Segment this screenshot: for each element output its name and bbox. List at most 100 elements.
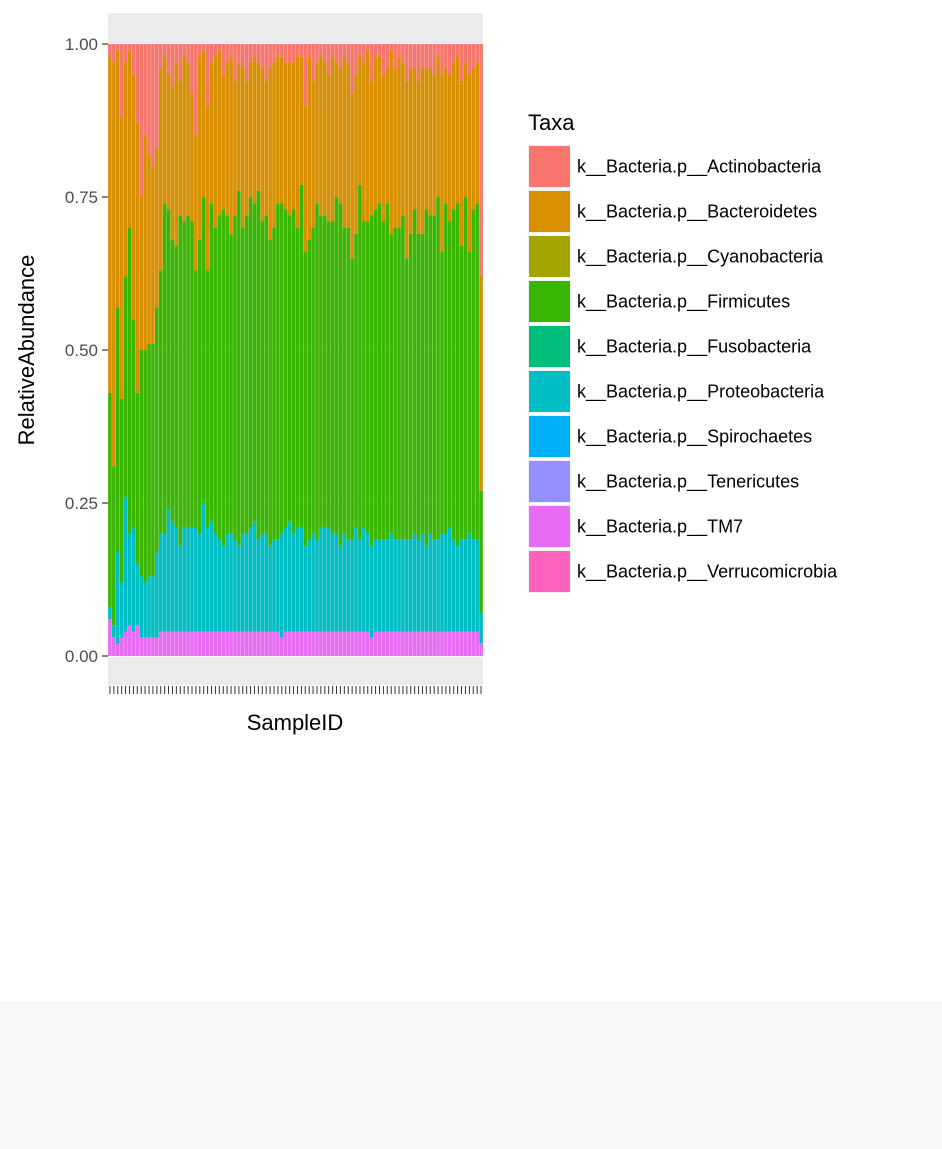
- bar-segment: [408, 539, 413, 632]
- bar-segment: [354, 44, 358, 75]
- bar-segment: [323, 44, 327, 63]
- bar-segment: [471, 68, 476, 210]
- bar-segment: [389, 631, 393, 656]
- bar-segment: [459, 245, 464, 540]
- bar-segment: [303, 545, 308, 632]
- bar-segment: [272, 44, 276, 63]
- bar-segment: [323, 527, 327, 632]
- bar-segment: [119, 44, 124, 118]
- bar-segment: [436, 539, 440, 632]
- bar-segment: [291, 209, 296, 534]
- bar-segment: [401, 215, 405, 540]
- bar-segment: [338, 44, 343, 69]
- bar-segment: [229, 533, 233, 632]
- bar-segment: [436, 197, 440, 540]
- bar-segment: [389, 233, 393, 534]
- bar-segment: [221, 545, 226, 632]
- bar-segment: [455, 56, 460, 204]
- bar-segment: [416, 44, 421, 81]
- bar-segment: [311, 44, 315, 81]
- bar-segment: [401, 44, 405, 63]
- bar-segment: [358, 56, 362, 185]
- bar-segment: [225, 62, 229, 216]
- bar-segment: [424, 68, 429, 210]
- bar-segment: [295, 527, 300, 632]
- bar-segment: [256, 539, 261, 632]
- bar-segment: [330, 631, 335, 656]
- bar-segment: [416, 233, 421, 540]
- bar-segment: [151, 637, 155, 656]
- bar-segment: [475, 631, 479, 656]
- bar-segment: [182, 44, 186, 57]
- bar-segment: [248, 527, 253, 632]
- bar-segment: [108, 619, 112, 656]
- bar-segment: [377, 56, 382, 204]
- bar-segment: [256, 190, 261, 540]
- bar-segment: [155, 307, 159, 552]
- bar-segment: [268, 631, 272, 656]
- bar-segment: [283, 62, 288, 210]
- bar-segment: [272, 539, 276, 632]
- bar-segment: [358, 631, 362, 656]
- bar-segment: [389, 44, 393, 51]
- bar-segment: [139, 350, 143, 577]
- bar-segment: [209, 62, 214, 204]
- bar-segment: [112, 62, 116, 467]
- bar-segment: [166, 631, 171, 656]
- bar-segment: [229, 44, 233, 57]
- bar-segment: [451, 631, 456, 656]
- bar-segment: [326, 527, 331, 632]
- bar-segment: [112, 466, 116, 626]
- bar-segment: [166, 209, 171, 510]
- bar-segment: [123, 44, 128, 63]
- bar-segment: [319, 527, 323, 632]
- bar-segment: [151, 343, 155, 577]
- bar-segment: [276, 631, 280, 656]
- bar-segment: [365, 533, 370, 632]
- bar-segment: [186, 631, 190, 656]
- bar-segment: [221, 631, 226, 656]
- y-tick-label: 1.00: [65, 35, 98, 54]
- bar-segment: [338, 68, 343, 204]
- bar-segment: [424, 545, 429, 632]
- bar-segment: [338, 631, 343, 656]
- bar-segment: [268, 44, 272, 69]
- bar-segment: [151, 44, 155, 167]
- bar-segment: [178, 215, 183, 546]
- bar-segment: [455, 44, 460, 57]
- bar-segment: [151, 576, 155, 638]
- bar-segment: [393, 44, 397, 69]
- bar-segment: [471, 44, 476, 69]
- bar-segment: [471, 209, 476, 540]
- bar-segment: [385, 44, 390, 69]
- bar-segment: [205, 527, 210, 632]
- bar-segment: [276, 203, 280, 540]
- bar-segment: [311, 631, 315, 656]
- bar-segment: [108, 607, 112, 620]
- bar-segment: [416, 539, 421, 632]
- bar-segment: [311, 80, 315, 228]
- bar-segment: [170, 86, 175, 240]
- bar-segment: [155, 551, 159, 638]
- bar-segment: [369, 44, 374, 81]
- bar-segment: [131, 74, 136, 320]
- bar-segment: [330, 44, 335, 57]
- bar-segment: [369, 80, 374, 216]
- bar-segment: [373, 44, 378, 57]
- bar-segment: [135, 625, 140, 656]
- bar-segment: [369, 215, 374, 546]
- bar-segment: [377, 203, 382, 540]
- bar-segment: [244, 631, 249, 656]
- bar-segment: [319, 215, 323, 528]
- bar-segment: [166, 509, 171, 632]
- bar-segment: [338, 545, 343, 632]
- bar-segment: [174, 44, 179, 63]
- bar-segment: [479, 613, 483, 644]
- bar-segment: [108, 392, 112, 608]
- bar-segment: [346, 44, 351, 63]
- bar-segment: [377, 44, 382, 57]
- bar-segment: [397, 44, 401, 57]
- y-tick-label: 0.50: [65, 341, 98, 360]
- bar-segment: [385, 203, 390, 540]
- bar-segment: [143, 135, 147, 350]
